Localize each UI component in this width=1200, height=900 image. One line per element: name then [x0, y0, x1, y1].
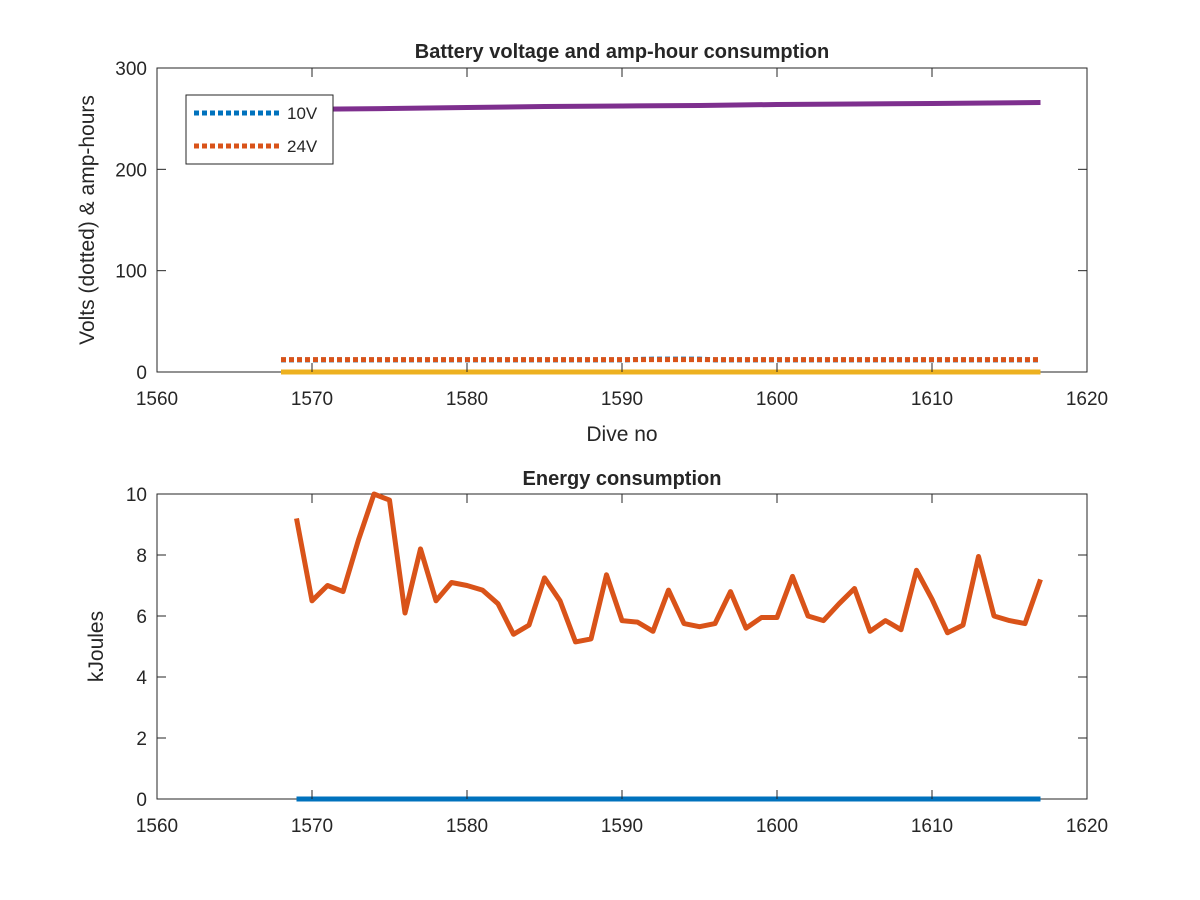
voltage-chart-y-tick-label: 100: [115, 262, 147, 283]
energy-chart-y-axis-label: kJoules: [85, 611, 108, 682]
voltage-chart-series-3-line: [280, 100, 1041, 112]
voltage-chart-x-tick-label: 1620: [1066, 389, 1108, 410]
energy-chart-series-0-line: [294, 491, 1043, 645]
voltage-chart-y-axis-label: Volts (dotted) & amp-hours: [76, 95, 99, 345]
legend-label-10v: 10V: [287, 104, 318, 123]
energy-chart-axes-box: [156, 493, 1088, 800]
energy-chart-x-tick-label: 1620: [1066, 816, 1108, 837]
voltage-chart-x-tick-label: 1590: [601, 389, 643, 410]
voltage-chart-x-axis-label: Dive no: [586, 423, 657, 446]
voltage-chart-x-tick-label: 1560: [136, 389, 178, 410]
voltage-chart-x-tick-label: 1570: [291, 389, 333, 410]
voltage-chart-marks: [280, 100, 1041, 375]
energy-chart-x-tick-label: 1570: [291, 816, 333, 837]
voltage-chart-title: Battery voltage and amp-hour consumption: [415, 41, 829, 63]
energy-chart-y-tick-label: 4: [136, 668, 147, 689]
legend-label-24v: 24V: [287, 137, 318, 156]
energy-chart-x-tick-label: 1600: [756, 816, 798, 837]
energy-chart-ticks: 1560 1570 1580 1590 1600 1610 1620 0 2 4 6 8 10: [126, 485, 1108, 837]
voltage-chart-ticks: 1560 1570 1580 1590 1600 1610 1620 0 100 200 300: [115, 59, 1108, 410]
voltage-chart-x-tick-label: 1600: [756, 389, 798, 410]
voltage-chart-y-tick-label: 200: [115, 160, 147, 181]
energy-chart-panel: 1560 1570 1580 1590 1600 1610 1620 0 2 4 6 8 10 Ener…: [85, 468, 1108, 837]
energy-chart-y-tick-label: 0: [136, 790, 147, 811]
energy-chart-x-tick-label: 1560: [136, 816, 178, 837]
energy-chart-x-tick-label: 1580: [446, 816, 488, 837]
energy-chart-y-tick-label: 2: [136, 729, 147, 750]
energy-chart-title: Energy consumption: [523, 468, 722, 490]
energy-chart-marks: [294, 491, 1043, 802]
energy-chart-y-tick-label: 6: [136, 607, 147, 628]
voltage-chart-legend: 10V 24V: [185, 94, 334, 165]
voltage-chart-panel: 1560 1570 1580 1590 1600 1610 1620 0 100 200 300 B…: [76, 41, 1108, 446]
voltage-chart-y-tick-label: 0: [136, 363, 147, 384]
energy-chart-y-tick-label: 10: [126, 485, 147, 506]
voltage-chart-x-tick-label: 1610: [911, 389, 953, 410]
voltage-chart-y-tick-label: 300: [115, 59, 147, 80]
voltage-chart-x-tick-label: 1580: [446, 389, 488, 410]
energy-chart-y-tick-label: 8: [136, 546, 147, 567]
energy-chart-x-tick-label: 1590: [601, 816, 643, 837]
energy-chart-x-tick-label: 1610: [911, 816, 953, 837]
legend-box: [185, 94, 334, 165]
